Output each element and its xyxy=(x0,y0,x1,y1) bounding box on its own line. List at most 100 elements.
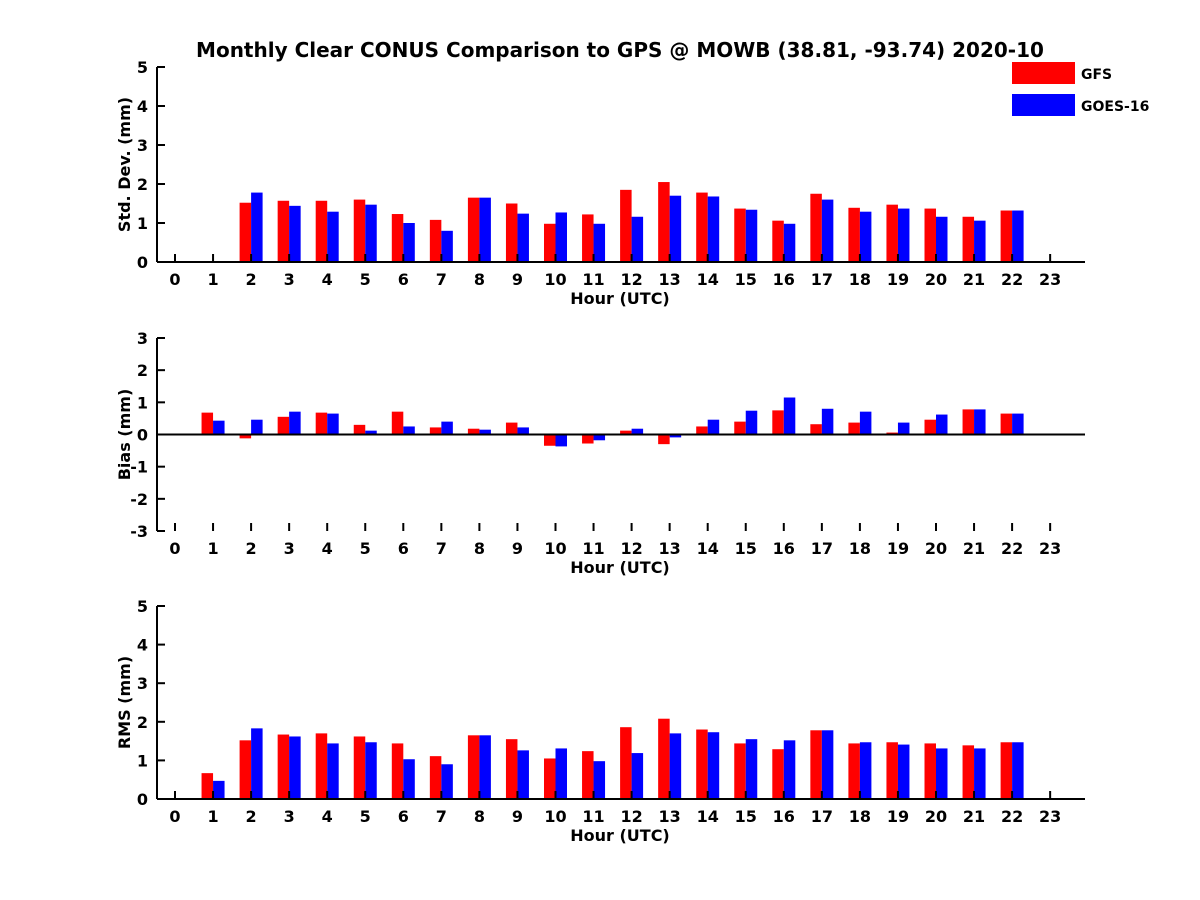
bar-goes-16-hour-22 xyxy=(1012,210,1024,262)
bar-goes-16-hour-18 xyxy=(859,211,872,262)
bar-goes-16-hour-17 xyxy=(821,408,834,435)
bar-goes-16-hour-10 xyxy=(555,212,567,262)
x-tick-label: 8 xyxy=(474,539,485,558)
x-tick-label: 18 xyxy=(849,807,871,826)
x-tick-label: 13 xyxy=(659,270,681,289)
bar-goes-16-hour-12 xyxy=(631,216,644,262)
x-axis-label: Hour (UTC) xyxy=(570,826,670,845)
bar-gfs-hour-19 xyxy=(886,204,898,262)
bar-goes-16-hour-15 xyxy=(745,209,758,262)
x-tick-label: 16 xyxy=(773,807,795,826)
bar-gfs-hour-16 xyxy=(772,749,784,799)
x-tick-label: 1 xyxy=(207,270,218,289)
bar-goes-16-hour-4 xyxy=(327,211,339,262)
bar-goes-16-hour-4 xyxy=(327,413,339,435)
x-tick-label: 20 xyxy=(925,539,947,558)
bar-gfs-hour-13 xyxy=(658,434,670,445)
bar-gfs-hour-15 xyxy=(734,208,746,262)
bar-goes-16-hour-17 xyxy=(821,199,834,262)
x-tick-label: 14 xyxy=(697,270,719,289)
bar-gfs-hour-12 xyxy=(620,727,632,799)
x-tick-label: 5 xyxy=(360,270,371,289)
y-tick-label: 0 xyxy=(137,790,148,809)
y-tick-label: 4 xyxy=(137,636,148,655)
bar-gfs-hour-15 xyxy=(734,421,746,435)
bar-goes-16-hour-3 xyxy=(289,736,301,799)
x-tick-label: 20 xyxy=(925,270,947,289)
y-tick-label: 2 xyxy=(137,361,148,380)
x-tick-label: 3 xyxy=(284,539,295,558)
bar-goes-16-hour-19 xyxy=(897,422,910,435)
bar-goes-16-hour-5 xyxy=(365,430,377,435)
x-tick-label: 15 xyxy=(735,539,757,558)
y-tick-label: 2 xyxy=(137,713,148,732)
x-tick-label: 7 xyxy=(436,807,447,826)
bar-gfs-hour-1 xyxy=(201,773,214,799)
y-tick-label: 1 xyxy=(137,214,148,233)
bar-gfs-hour-2 xyxy=(239,740,252,799)
bar-gfs-hour-2 xyxy=(239,434,252,439)
bar-goes-16-hour-16 xyxy=(783,223,796,262)
y-tick-label: 2 xyxy=(137,175,148,194)
x-tick-label: 6 xyxy=(398,807,409,826)
bar-gfs-hour-12 xyxy=(620,189,632,262)
x-tick-label: 16 xyxy=(773,539,795,558)
x-tick-label: 13 xyxy=(659,807,681,826)
bar-gfs-hour-7 xyxy=(429,756,442,799)
y-tick-label: 5 xyxy=(137,597,148,616)
x-tick-label: 6 xyxy=(398,539,409,558)
bar-gfs-hour-5 xyxy=(353,736,366,799)
x-tick-label: 23 xyxy=(1039,270,1061,289)
bar-goes-16-hour-13 xyxy=(669,733,682,799)
y-tick-label: -3 xyxy=(130,522,148,541)
bar-goes-16-hour-16 xyxy=(783,397,796,435)
bar-gfs-hour-7 xyxy=(429,219,442,262)
x-tick-label: 19 xyxy=(887,539,909,558)
bar-goes-16-hour-22 xyxy=(1012,413,1024,435)
bar-goes-16-hour-8 xyxy=(479,197,491,262)
bar-goes-16-hour-3 xyxy=(289,205,301,262)
x-tick-label: 5 xyxy=(360,807,371,826)
bar-gfs-hour-3 xyxy=(277,734,290,799)
bar-goes-16-hour-11 xyxy=(593,223,606,262)
x-tick-label: 21 xyxy=(963,539,985,558)
bar-gfs-hour-4 xyxy=(315,200,328,262)
bar-goes-16-hour-7 xyxy=(441,421,453,435)
x-tick-label: 12 xyxy=(620,270,642,289)
y-tick-label: 0 xyxy=(137,426,148,445)
y-tick-label: 3 xyxy=(137,136,148,155)
x-tick-label: 9 xyxy=(512,539,523,558)
chart-title: Monthly Clear CONUS Comparison to GPS @ … xyxy=(196,38,1044,62)
bar-gfs-hour-5 xyxy=(353,199,366,262)
bar-gfs-hour-7 xyxy=(429,427,442,435)
bar-gfs-hour-13 xyxy=(658,718,670,799)
bar-gfs-hour-9 xyxy=(505,739,518,799)
bar-goes-16-hour-21 xyxy=(974,409,986,435)
bar-gfs-hour-14 xyxy=(696,426,708,435)
x-tick-label: 3 xyxy=(284,270,295,289)
x-tick-label: 6 xyxy=(398,270,409,289)
y-tick-label: 3 xyxy=(137,674,148,693)
bar-gfs-hour-21 xyxy=(962,409,975,435)
bar-gfs-hour-22 xyxy=(1000,210,1013,262)
bar-goes-16-hour-3 xyxy=(289,411,301,435)
bar-goes-16-hour-15 xyxy=(745,410,758,435)
x-axis-label: Hour (UTC) xyxy=(570,289,670,308)
x-tick-label: 17 xyxy=(811,539,833,558)
x-tick-label: 21 xyxy=(963,807,985,826)
x-tick-label: 9 xyxy=(512,807,523,826)
bar-gfs-hour-17 xyxy=(810,424,822,435)
x-tick-label: 10 xyxy=(544,539,566,558)
x-tick-label: 21 xyxy=(963,270,985,289)
bar-goes-16-hour-9 xyxy=(517,427,529,435)
bar-gfs-hour-18 xyxy=(848,207,860,262)
bar-gfs-hour-20 xyxy=(924,208,936,262)
bar-goes-16-hour-9 xyxy=(517,750,529,799)
x-tick-label: 19 xyxy=(887,807,909,826)
bar-gfs-hour-6 xyxy=(391,214,404,262)
bar-gfs-hour-10 xyxy=(544,223,556,262)
bar-gfs-hour-16 xyxy=(772,410,784,435)
bar-goes-16-hour-18 xyxy=(859,411,872,435)
bar-goes-16-hour-18 xyxy=(859,742,872,799)
